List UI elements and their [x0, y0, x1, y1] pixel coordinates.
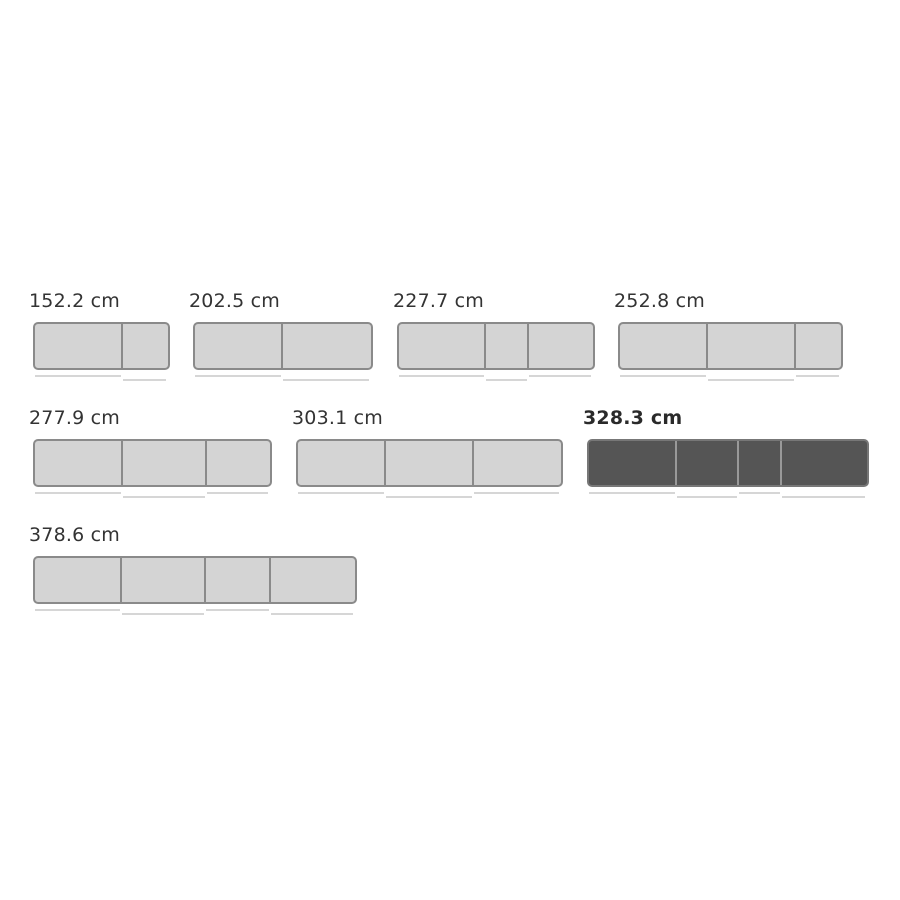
module-segment	[35, 441, 123, 485]
module-segment	[529, 324, 593, 368]
module-dimension-line	[739, 492, 780, 494]
configuration-diagram	[193, 322, 373, 370]
size-option-label: 202.5 cm	[189, 290, 280, 312]
module-dimension-line	[386, 496, 472, 498]
module-segment	[486, 324, 529, 368]
module-dimension-line	[271, 613, 353, 615]
module-segment	[474, 441, 561, 485]
module-dimension-line	[35, 375, 121, 377]
module-dimension-line	[529, 375, 591, 377]
module-dimension-line	[782, 496, 865, 498]
module-dimension-line	[122, 613, 204, 615]
size-option-label: 252.8 cm	[614, 290, 705, 312]
module-segment	[677, 441, 739, 485]
module-segment	[207, 441, 270, 485]
module-segment	[298, 441, 386, 485]
module-segment	[386, 441, 474, 485]
module-dimension-line	[283, 379, 369, 381]
module-segment	[206, 558, 271, 602]
module-segment	[708, 324, 796, 368]
module-dimension-line	[486, 379, 527, 381]
module-segment	[782, 441, 867, 485]
size-option-label: 378.6 cm	[29, 524, 120, 546]
module-segment	[123, 441, 207, 485]
module-segment	[195, 324, 283, 368]
size-option-label: 303.1 cm	[292, 407, 383, 429]
configuration-diagram	[587, 439, 869, 487]
configuration-diagram	[33, 322, 170, 370]
size-option-label: 227.7 cm	[393, 290, 484, 312]
size-option-label: 152.2 cm	[29, 290, 120, 312]
module-dimension-line	[399, 375, 484, 377]
module-segment	[796, 324, 841, 368]
module-dimension-line	[207, 492, 268, 494]
module-segment	[589, 441, 677, 485]
module-dimension-line	[195, 375, 281, 377]
module-dimension-line	[620, 375, 706, 377]
module-dimension-line	[123, 379, 166, 381]
module-segment	[399, 324, 486, 368]
module-dimension-line	[35, 492, 121, 494]
module-segment	[271, 558, 355, 602]
module-segment	[122, 558, 206, 602]
module-dimension-line	[796, 375, 839, 377]
module-segment	[35, 558, 122, 602]
module-segment	[620, 324, 708, 368]
configuration-diagram	[618, 322, 843, 370]
configuration-diagram	[397, 322, 595, 370]
module-dimension-line	[708, 379, 794, 381]
module-segment	[283, 324, 371, 368]
module-segment	[123, 324, 168, 368]
size-option-label: 328.3 cm	[583, 407, 683, 429]
module-dimension-line	[123, 496, 205, 498]
configuration-diagram	[296, 439, 563, 487]
module-segment	[35, 324, 123, 368]
module-dimension-line	[298, 492, 384, 494]
module-segment	[739, 441, 782, 485]
configuration-diagram	[33, 556, 357, 604]
module-dimension-line	[35, 609, 120, 611]
module-dimension-line	[589, 492, 675, 494]
size-option-label: 277.9 cm	[29, 407, 120, 429]
configuration-diagram	[33, 439, 272, 487]
module-dimension-line	[206, 609, 269, 611]
module-dimension-line	[677, 496, 737, 498]
module-dimension-line	[474, 492, 559, 494]
